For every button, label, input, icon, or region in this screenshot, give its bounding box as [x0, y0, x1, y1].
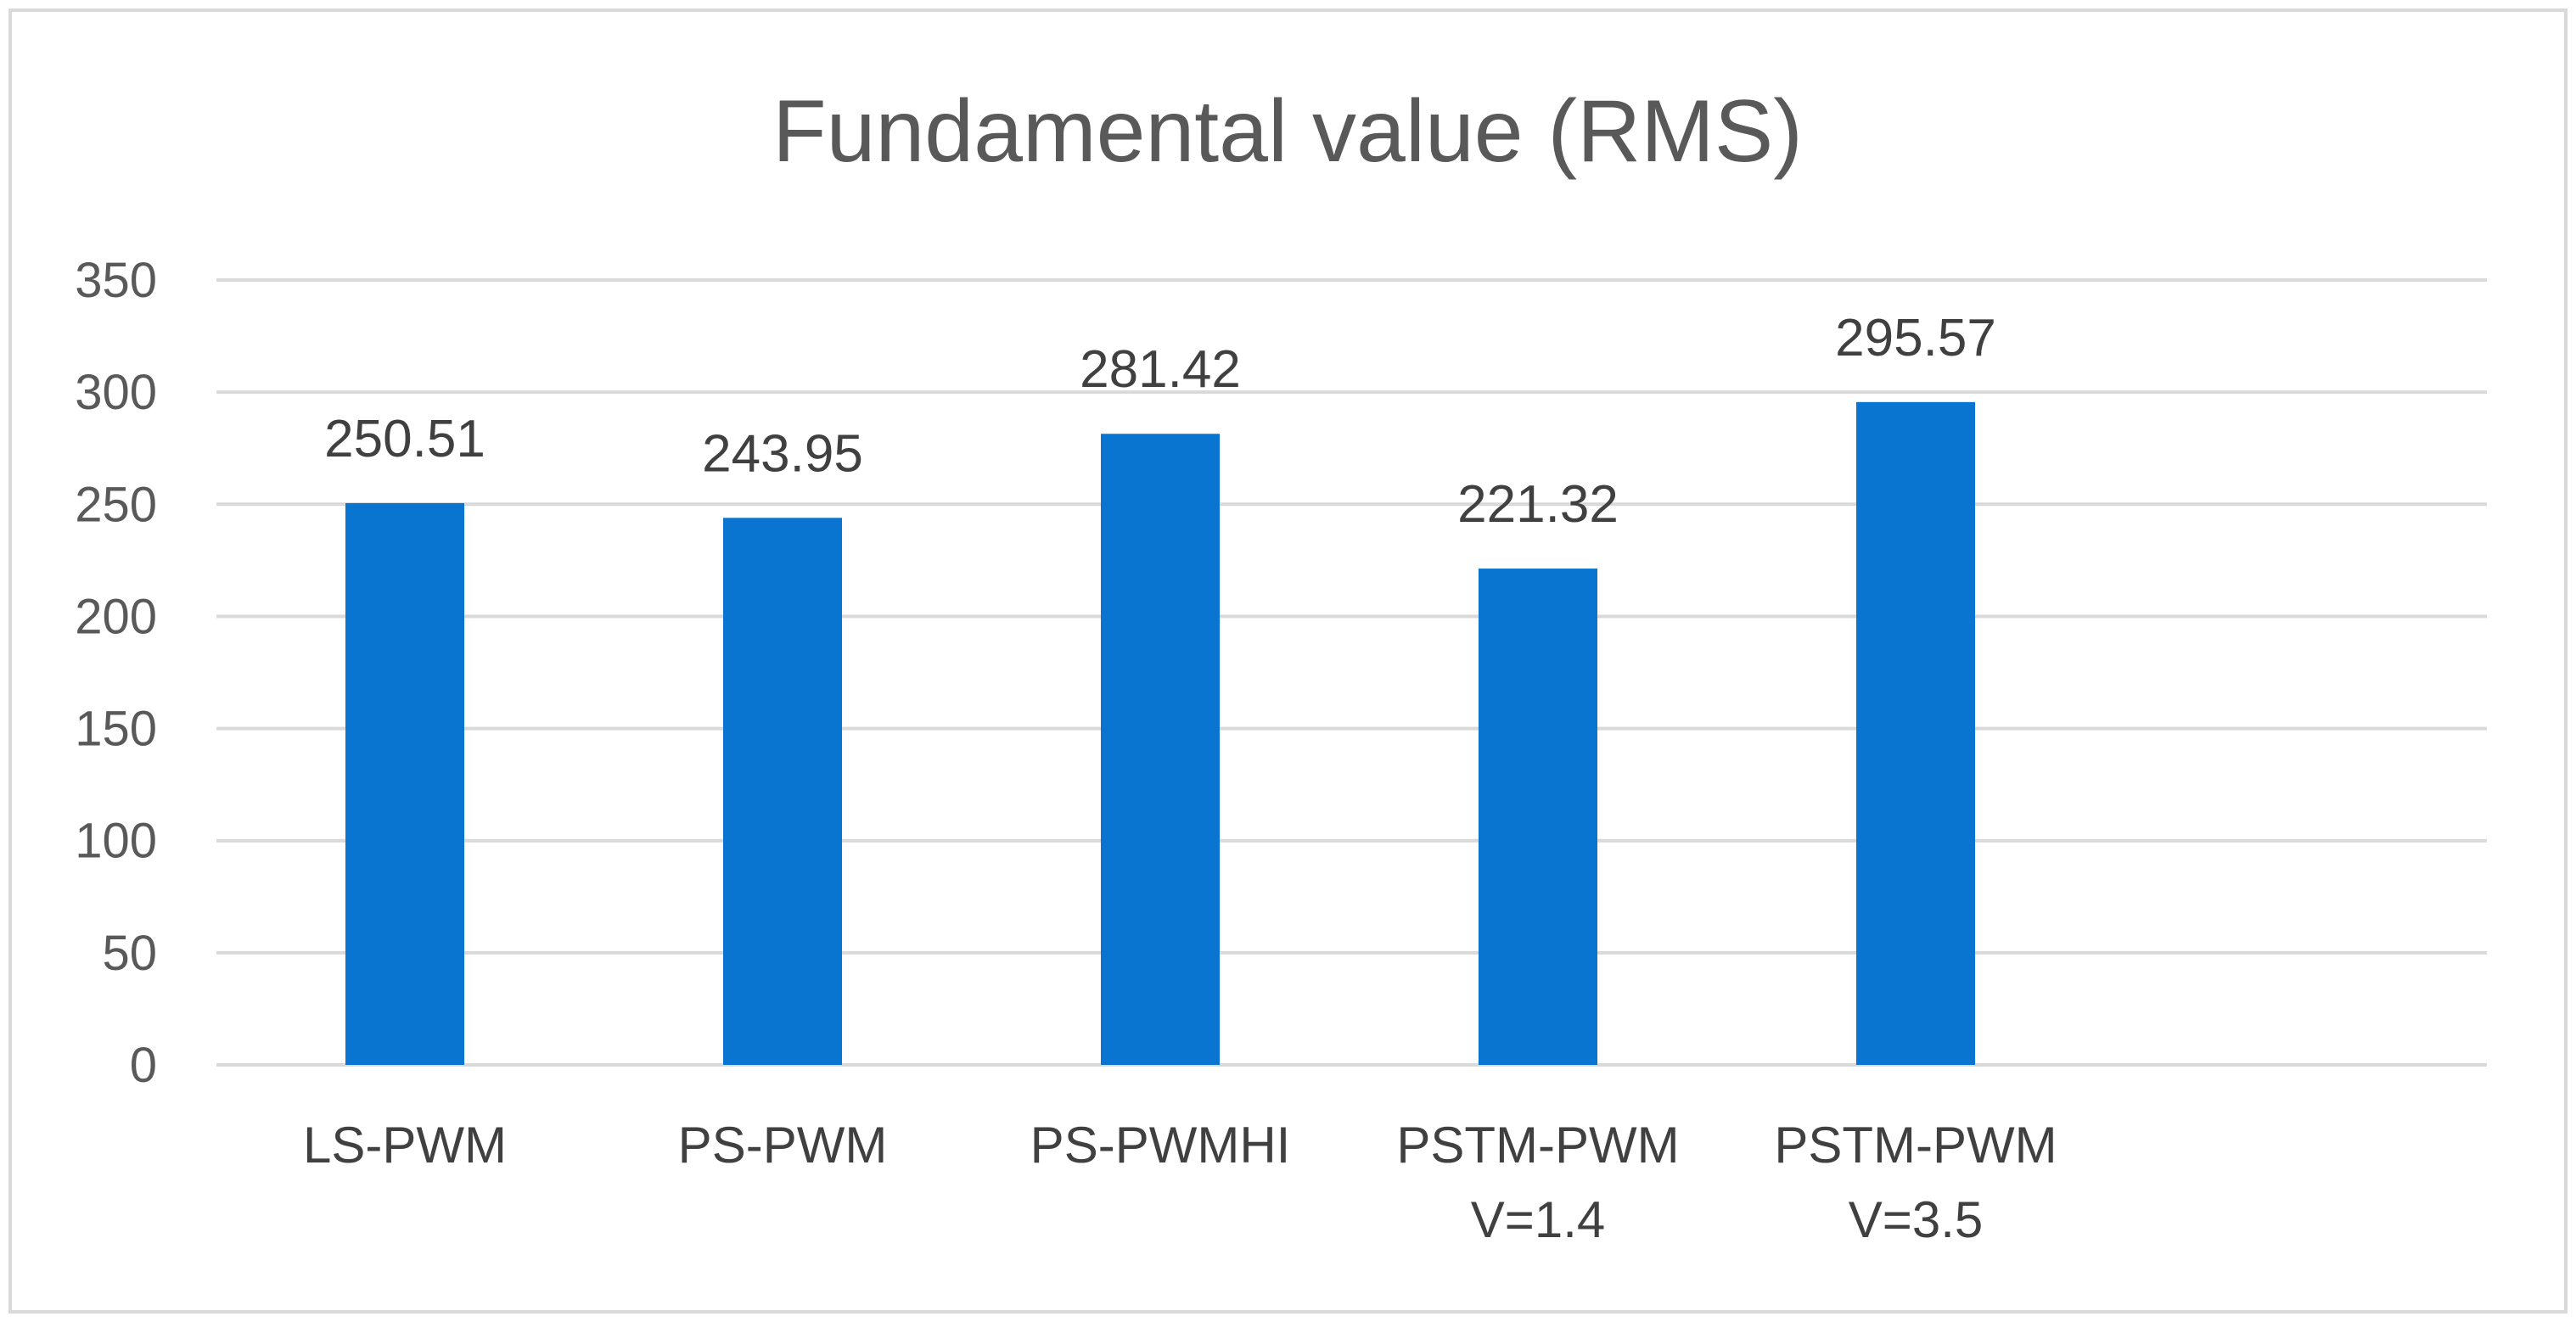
- x-category-label-line: PSTM-PWM: [1774, 1117, 2057, 1174]
- x-category-label-line: PS-PWM: [678, 1117, 888, 1174]
- bars: [345, 401, 1975, 1065]
- chart-title: Fundamental value (RMS): [772, 82, 1803, 181]
- bar: [1479, 569, 1597, 1065]
- bar: [345, 502, 464, 1065]
- y-tick-label: 250: [75, 477, 157, 532]
- x-category-label: PS-PWM: [678, 1117, 888, 1174]
- x-category-label-line: V=3.5: [1849, 1191, 1983, 1248]
- data-label: 221.32: [1457, 475, 1619, 534]
- data-label: 281.42: [1080, 340, 1241, 399]
- y-axis-tick-labels: 0 50 100 150 200 250 300 350: [75, 253, 157, 1093]
- data-label: 243.95: [702, 424, 863, 483]
- x-category-label: LS-PWM: [303, 1117, 507, 1174]
- x-category-label: PSTM-PWM V=3.5: [1774, 1117, 2057, 1248]
- x-category-label-line: PSTM-PWM: [1396, 1117, 1679, 1174]
- x-category-label-line: PS-PWMHI: [1030, 1117, 1291, 1174]
- x-category-label: PSTM-PWM V=1.4: [1396, 1117, 1679, 1248]
- bar: [1856, 401, 1975, 1065]
- gridlines: [216, 278, 2487, 1067]
- data-label: 295.57: [1835, 309, 1996, 367]
- data-labels: 250.51 243.95 281.42 221.32 295.57: [324, 309, 1996, 534]
- bar: [1101, 434, 1220, 1065]
- y-tick-label: 100: [75, 814, 157, 869]
- y-tick-label: 200: [75, 589, 157, 644]
- y-tick-label: 150: [75, 702, 157, 757]
- bar: [723, 518, 842, 1065]
- x-category-label-line: LS-PWM: [303, 1117, 507, 1174]
- x-category-label-line: V=1.4: [1471, 1191, 1605, 1248]
- data-label: 250.51: [324, 410, 485, 468]
- y-tick-label: 50: [102, 926, 157, 981]
- y-tick-label: 350: [75, 253, 157, 308]
- x-category-label: PS-PWMHI: [1030, 1117, 1291, 1174]
- y-tick-label: 300: [75, 365, 157, 420]
- y-tick-label: 0: [130, 1038, 157, 1093]
- x-axis-category-labels: LS-PWM PS-PWM PS-PWMHI PSTM-PWM V=1.4PSTM-PW…: [303, 1117, 2057, 1248]
